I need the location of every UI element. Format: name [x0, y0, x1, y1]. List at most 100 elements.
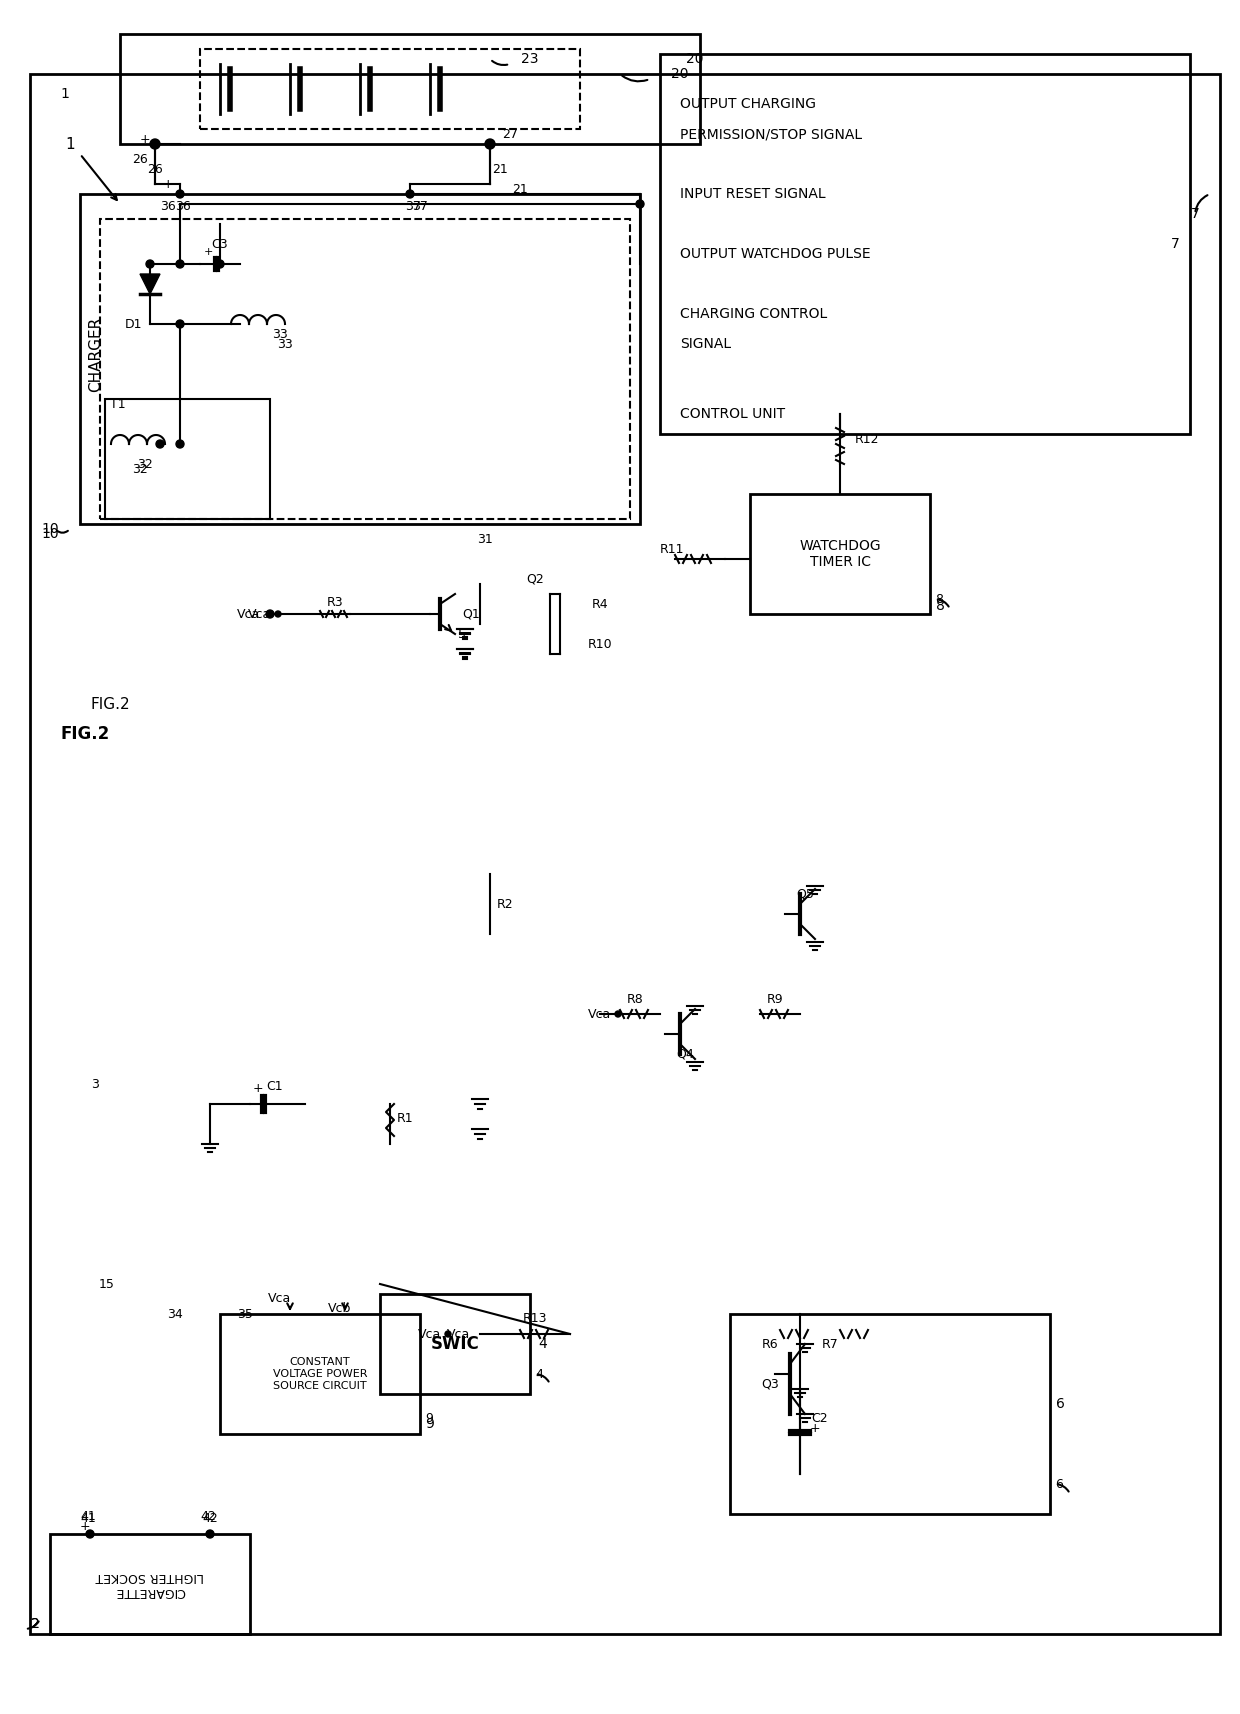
- Text: 1: 1: [61, 87, 69, 101]
- Text: +: +: [162, 178, 174, 190]
- Text: PERMISSION/STOP SIGNAL: PERMISSION/STOP SIGNAL: [680, 127, 862, 141]
- Text: 10: 10: [41, 526, 58, 542]
- Circle shape: [485, 139, 495, 149]
- Text: Vca: Vca: [418, 1328, 441, 1340]
- Text: OUTPUT CHARGING: OUTPUT CHARGING: [680, 98, 816, 111]
- Text: R9: R9: [766, 992, 784, 1006]
- Text: Q4: Q4: [676, 1047, 694, 1061]
- Text: R12: R12: [856, 432, 879, 446]
- Text: 21: 21: [492, 163, 508, 175]
- Text: 8: 8: [935, 593, 942, 605]
- Text: 3: 3: [91, 1078, 99, 1090]
- Text: R1: R1: [397, 1112, 413, 1126]
- Text: CONSTANT
VOLTAGE POWER
SOURCE CIRCUIT: CONSTANT VOLTAGE POWER SOURCE CIRCUIT: [273, 1357, 367, 1390]
- Circle shape: [206, 1531, 215, 1537]
- Bar: [660, 55, 1190, 434]
- Circle shape: [267, 610, 274, 619]
- Text: FIG.2: FIG.2: [91, 696, 130, 711]
- Text: Vcb: Vcb: [329, 1303, 352, 1316]
- Circle shape: [615, 1011, 621, 1016]
- Polygon shape: [140, 274, 160, 295]
- Circle shape: [176, 321, 184, 327]
- Text: R7: R7: [822, 1337, 838, 1351]
- Text: SIGNAL: SIGNAL: [680, 338, 732, 351]
- Bar: [200, 50, 580, 129]
- Text: 6: 6: [1055, 1397, 1064, 1411]
- Text: 4: 4: [534, 1368, 543, 1380]
- Circle shape: [445, 1332, 451, 1337]
- Text: R8: R8: [626, 992, 644, 1006]
- Text: Vca: Vca: [588, 1008, 611, 1020]
- Text: 15: 15: [99, 1277, 115, 1291]
- Text: 26: 26: [148, 163, 162, 175]
- Text: 26: 26: [133, 153, 148, 166]
- Circle shape: [176, 190, 184, 199]
- Text: OUTPUT WATCHDOG PULSE: OUTPUT WATCHDOG PULSE: [680, 247, 870, 261]
- Text: CHARGER: CHARGER: [88, 317, 103, 391]
- Circle shape: [176, 440, 184, 447]
- Circle shape: [176, 261, 184, 267]
- Text: Q2: Q2: [526, 572, 544, 586]
- Text: T1: T1: [110, 398, 125, 410]
- Text: Vca: Vca: [237, 607, 260, 620]
- Bar: [730, 1315, 1050, 1513]
- Text: R2: R2: [497, 898, 513, 910]
- Text: 6: 6: [1055, 1477, 1063, 1491]
- Text: C1: C1: [267, 1080, 283, 1092]
- Text: C2: C2: [812, 1412, 828, 1426]
- Text: D1: D1: [125, 317, 143, 331]
- Text: 7: 7: [1190, 207, 1199, 221]
- Text: Vca: Vca: [248, 607, 272, 620]
- Text: R3: R3: [326, 595, 343, 608]
- Text: 33: 33: [272, 327, 288, 341]
- Text: 42: 42: [200, 1510, 216, 1522]
- Circle shape: [275, 610, 281, 617]
- Text: 42: 42: [202, 1512, 218, 1525]
- Text: FIG.2: FIG.2: [60, 725, 109, 742]
- Circle shape: [86, 1531, 94, 1537]
- Text: R6: R6: [761, 1337, 779, 1351]
- Bar: [750, 494, 930, 614]
- Circle shape: [405, 190, 414, 199]
- Text: INPUT RESET SIGNAL: INPUT RESET SIGNAL: [680, 187, 826, 201]
- Text: 20: 20: [686, 51, 704, 67]
- Circle shape: [150, 139, 160, 149]
- Text: +: +: [140, 132, 150, 146]
- Text: 37: 37: [412, 199, 428, 213]
- Text: R10: R10: [588, 638, 613, 651]
- Text: +: +: [810, 1423, 821, 1436]
- Text: +: +: [79, 1520, 91, 1532]
- Text: 10: 10: [41, 523, 58, 536]
- Text: 20: 20: [671, 67, 688, 81]
- Text: CIGARETTE
LIGHTER SOCKET: CIGARETTE LIGHTER SOCKET: [95, 1570, 205, 1597]
- Text: R13: R13: [523, 1313, 547, 1325]
- Circle shape: [216, 261, 224, 267]
- Text: +: +: [253, 1083, 263, 1095]
- Bar: [219, 1315, 420, 1435]
- Text: 37: 37: [405, 199, 420, 213]
- Text: C3: C3: [212, 238, 228, 250]
- Bar: [81, 194, 640, 524]
- Text: 9: 9: [425, 1412, 433, 1426]
- Text: R4: R4: [591, 598, 609, 610]
- Text: Q1: Q1: [463, 607, 480, 620]
- Text: 2: 2: [31, 1616, 40, 1632]
- Text: Vca: Vca: [446, 1328, 470, 1340]
- Circle shape: [146, 261, 154, 267]
- Text: 7: 7: [1172, 237, 1180, 250]
- Text: 41: 41: [81, 1510, 95, 1522]
- Text: Vca: Vca: [268, 1292, 291, 1306]
- Text: 32: 32: [138, 458, 153, 471]
- Text: SWIC: SWIC: [430, 1335, 480, 1352]
- Bar: [105, 399, 270, 519]
- Text: R11: R11: [660, 543, 684, 555]
- Text: 41: 41: [81, 1512, 95, 1525]
- Text: 36: 36: [175, 199, 191, 213]
- Text: 31: 31: [477, 533, 492, 545]
- Text: +: +: [203, 247, 213, 257]
- Text: 1: 1: [66, 137, 74, 151]
- Text: 4: 4: [538, 1337, 547, 1351]
- Text: 32: 32: [133, 463, 148, 475]
- Text: 35: 35: [237, 1308, 253, 1320]
- Bar: [120, 34, 701, 144]
